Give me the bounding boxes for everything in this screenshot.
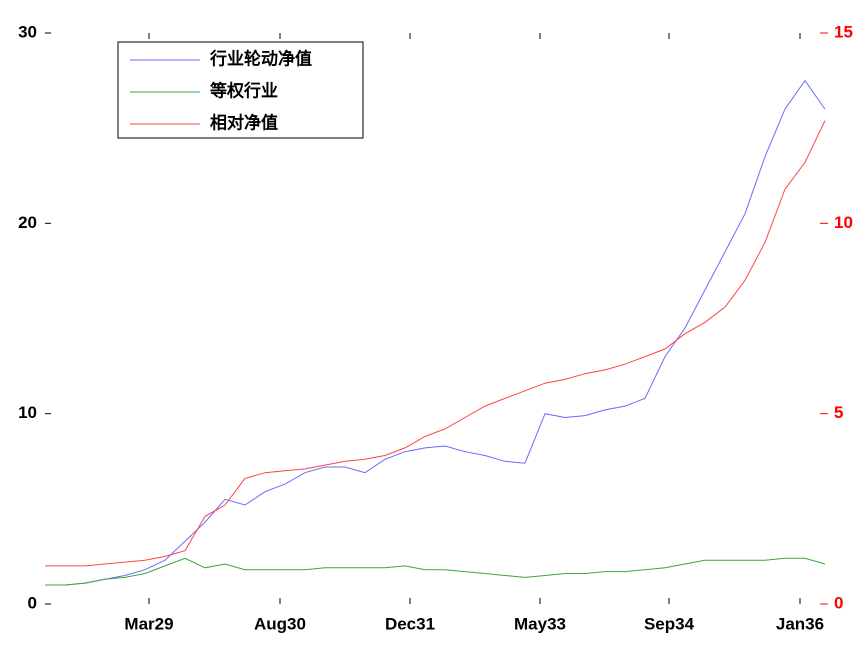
x-tick-label: Jan36 <box>776 614 824 633</box>
y-tick-label: 20 <box>18 213 37 232</box>
legend-label: 等权行业 <box>210 80 278 100</box>
x-tick-label: Dec31 <box>385 614 435 633</box>
legend-label: 相对净值 <box>210 112 278 132</box>
x-tick-label: May33 <box>514 614 566 633</box>
series-line <box>45 557 826 586</box>
y2-tick-label: 5 <box>834 403 843 422</box>
x-tick-label: Mar29 <box>124 614 173 633</box>
y-tick-label: 30 <box>18 22 37 41</box>
legend-box <box>117 41 364 139</box>
x-tick-label: Aug30 <box>254 614 306 633</box>
x-tick-label: Sep34 <box>644 614 695 633</box>
y-tick-label: 10 <box>18 403 37 422</box>
series-line <box>45 79 826 586</box>
y2-tick-label: 10 <box>834 213 853 232</box>
y-tick-label: 0 <box>28 593 37 612</box>
y2-tick-label: 15 <box>834 22 853 41</box>
y2-tick-label: 0 <box>834 593 843 612</box>
legend-label: 行业轮动净值 <box>209 48 312 68</box>
series-line <box>45 120 826 567</box>
